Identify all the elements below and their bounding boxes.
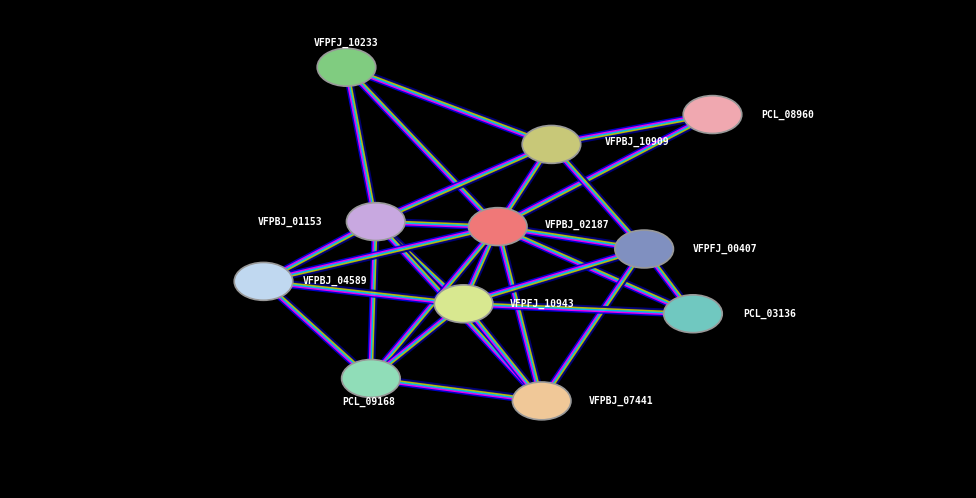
Ellipse shape — [683, 96, 742, 133]
Ellipse shape — [434, 285, 493, 323]
Text: VFPBJ_01153: VFPBJ_01153 — [258, 217, 322, 227]
Ellipse shape — [664, 295, 722, 333]
Text: PCL_09168: PCL_09168 — [343, 397, 395, 407]
Text: VFPFJ_00407: VFPFJ_00407 — [693, 244, 757, 254]
Text: VFPFJ_10943: VFPFJ_10943 — [509, 299, 574, 309]
Ellipse shape — [615, 230, 673, 268]
Ellipse shape — [346, 203, 405, 241]
Text: PCL_03136: PCL_03136 — [744, 309, 796, 319]
Text: VFPBJ_02187: VFPBJ_02187 — [545, 220, 609, 230]
Text: PCL_08960: PCL_08960 — [761, 110, 814, 120]
Ellipse shape — [234, 262, 293, 300]
Text: VFPBJ_04589: VFPBJ_04589 — [303, 276, 367, 286]
Ellipse shape — [317, 48, 376, 86]
Text: VFPFJ_10233: VFPFJ_10233 — [314, 38, 379, 48]
Ellipse shape — [512, 382, 571, 420]
Ellipse shape — [468, 208, 527, 246]
Text: VFPBJ_10909: VFPBJ_10909 — [605, 137, 670, 147]
Text: VFPBJ_07441: VFPBJ_07441 — [589, 396, 653, 406]
Ellipse shape — [522, 125, 581, 163]
Ellipse shape — [342, 360, 400, 397]
